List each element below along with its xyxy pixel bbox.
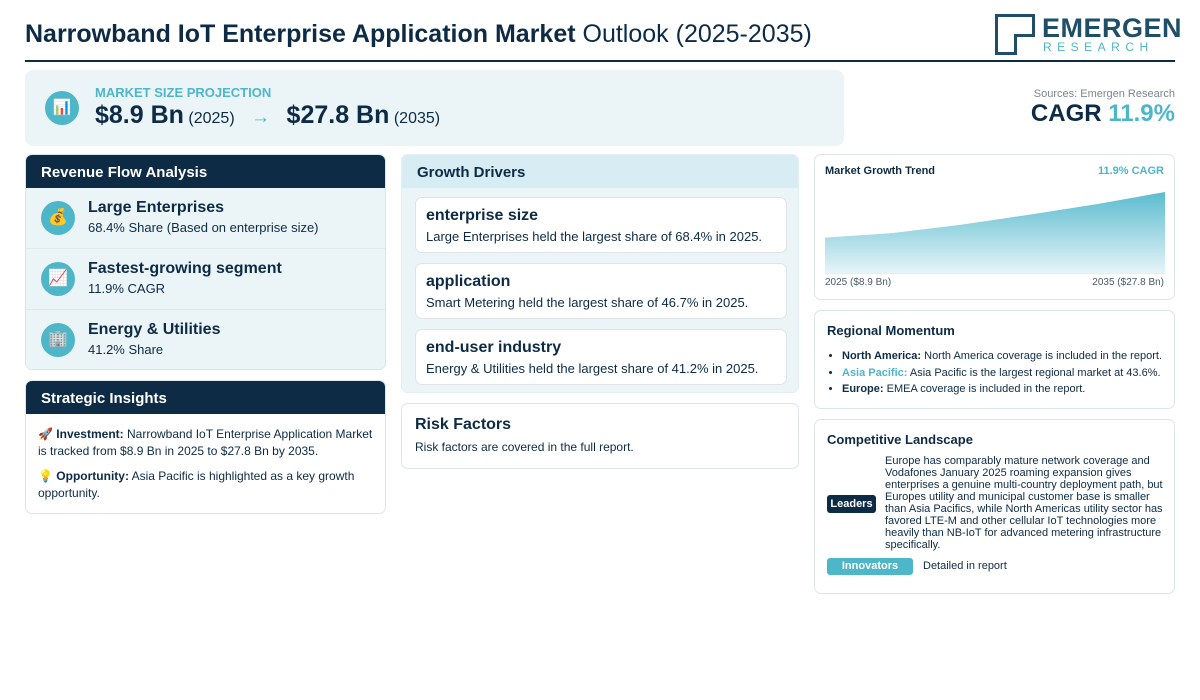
revenue-item-title: Energy & Utilities — [88, 321, 221, 338]
innovators-text: Detailed in report — [923, 560, 1007, 572]
region-text: Asia Pacific is the largest regional mar… — [909, 366, 1161, 379]
rocket-icon: 🚀 — [38, 427, 53, 441]
cagr-summary: CAGR 11.9% — [1031, 100, 1175, 128]
driver-text: Smart Metering held the largest share of… — [426, 295, 749, 310]
revenue-item: 💰 Large Enterprises 68.4% Share (Based o… — [26, 188, 385, 249]
region-text: North America coverage is included in th… — [924, 350, 1162, 362]
sources-note: Sources: Emergen Research — [1033, 88, 1175, 100]
regional-momentum-title: Regional Momentum — [827, 323, 955, 338]
office-building-icon: 🏢 — [41, 323, 75, 357]
risk-factors-card: Risk Factors Risk factors are covered in… — [401, 403, 799, 469]
competitive-landscape-title: Competitive Landscape — [827, 432, 973, 447]
chart-increasing-icon: 📈 — [41, 262, 75, 296]
title-main: Narrowband IoT Enterprise Application Ma… — [25, 20, 576, 48]
growth-drivers-card: Growth Drivers enterprise size Large Ent… — [401, 154, 799, 393]
chart-start-label: 2025 ($8.9 Bn) — [825, 277, 892, 288]
driver-title: end-user industry — [426, 339, 562, 356]
revenue-item-sub: 68.4% Share (Based on enterprise size) — [88, 220, 319, 235]
revenue-item: 🏢 Energy & Utilities 41.2% Share — [26, 310, 385, 369]
region-item: Asia Pacific: Asia Pacific is the larges… — [842, 365, 1172, 382]
driver-item: application Smart Metering held the larg… — [415, 263, 787, 319]
revenue-flow-title: Revenue Flow Analysis — [26, 155, 385, 188]
market-size-projection: 📊 MARKET SIZE PROJECTION $8.9 Bn (2025) … — [25, 70, 844, 146]
region-name: North America: — [842, 350, 922, 362]
regional-momentum-card: Regional Momentum North America: North A… — [814, 310, 1175, 409]
logo-mark-icon — [995, 14, 1035, 55]
opportunity-label: Opportunity: — [56, 469, 129, 483]
competitive-landscape-card: Competitive Landscape Leaders Europe has… — [814, 419, 1175, 594]
investment-insight: 🚀 Investment: Narrowband IoT Enterprise … — [26, 426, 385, 460]
page-header: Narrowband IoT Enterprise Application Ma… — [25, 12, 1182, 62]
driver-text: Large Enterprises held the largest share… — [426, 229, 763, 244]
revenue-item-title: Fastest-growing segment — [88, 260, 282, 277]
revenue-item-sub: 11.9% CAGR — [88, 281, 166, 296]
emergen-logo: EMERGEN RESEARCH — [995, 14, 1182, 56]
region-item: North America: North America coverage is… — [842, 348, 1172, 365]
growth-area-chart — [825, 192, 1165, 274]
start-year: (2025) — [188, 110, 235, 127]
region-item: Europe: EMEA coverage is included in the… — [842, 381, 1172, 398]
leaders-badge: Leaders — [827, 495, 876, 513]
region-name: Asia Pacific: — [842, 366, 908, 379]
projection-values: $8.9 Bn (2025) → $27.8 Bn (2035) — [95, 101, 440, 130]
investment-text: Narrowband IoT Enterprise Application Ma… — [38, 427, 373, 458]
driver-item: enterprise size Large Enterprises held t… — [415, 197, 787, 253]
start-value: $8.9 Bn — [95, 101, 184, 129]
risk-factors-title: Risk Factors — [415, 416, 512, 433]
projection-label: MARKET SIZE PROJECTION — [95, 85, 272, 100]
driver-title: enterprise size — [426, 207, 539, 224]
money-bag-icon: 💰 — [41, 201, 75, 235]
region-list: North America: North America coverage is… — [842, 348, 1172, 398]
region-text: EMEA coverage is included in the report. — [886, 383, 1086, 395]
strategic-insights-card: Strategic Insights 🚀 Investment: Narrowb… — [25, 380, 386, 514]
light-bulb-icon: 💡 — [38, 469, 53, 483]
revenue-flow-card: Revenue Flow Analysis 💰 Large Enterprise… — [25, 154, 386, 370]
arrow-right-icon: → — [251, 107, 271, 128]
logo-wordmark: EMERGEN — [1042, 13, 1183, 43]
growth-area-series — [825, 192, 1165, 273]
chart-cagr-annotation: 11.9% CAGR — [1097, 165, 1164, 177]
strategic-insights-title: Strategic Insights — [26, 381, 385, 414]
investment-label: Investment: — [56, 427, 124, 441]
leaders-text: Europe has comparably mature network cov… — [885, 455, 1163, 551]
driver-title: application — [426, 273, 511, 290]
driver-item: end-user industry Energy & Utilities hel… — [415, 329, 787, 385]
chart-end-label: 2035 ($27.8 Bn) — [1092, 277, 1164, 288]
risk-factors-text: Risk factors are covered in the full rep… — [415, 440, 634, 454]
logo-subtitle: RESEARCH — [1043, 40, 1154, 54]
opportunity-insight: 💡 Opportunity: Asia Pacific is highlight… — [26, 468, 385, 502]
market-growth-chart-card: Market Growth Trend 11.9% CAGR 2025 ($8.… — [814, 154, 1175, 300]
chart-title: Market Growth Trend — [825, 165, 936, 177]
title-suffix: Outlook (2025-2035) — [582, 20, 812, 48]
revenue-item-title: Large Enterprises — [88, 199, 225, 216]
opportunity-text: Asia Pacific is highlighted as a key gro… — [38, 469, 355, 500]
region-name: Europe: — [842, 383, 884, 395]
end-year: (2035) — [393, 110, 441, 127]
revenue-item: 📈 Fastest-growing segment 11.9% CAGR — [26, 249, 385, 310]
bar-chart-icon: 📊 — [45, 91, 79, 125]
innovators-badge: Innovators — [827, 558, 913, 575]
cagr-label: CAGR — [1030, 100, 1102, 127]
revenue-item-sub: 41.2% Share — [88, 342, 164, 357]
cagr-value: 11.9% — [1108, 100, 1175, 127]
end-value: $27.8 Bn — [286, 101, 390, 129]
growth-drivers-title: Growth Drivers — [402, 155, 798, 188]
page-title: Narrowband IoT Enterprise Application Ma… — [25, 20, 812, 49]
driver-text: Energy & Utilities held the largest shar… — [426, 361, 759, 376]
